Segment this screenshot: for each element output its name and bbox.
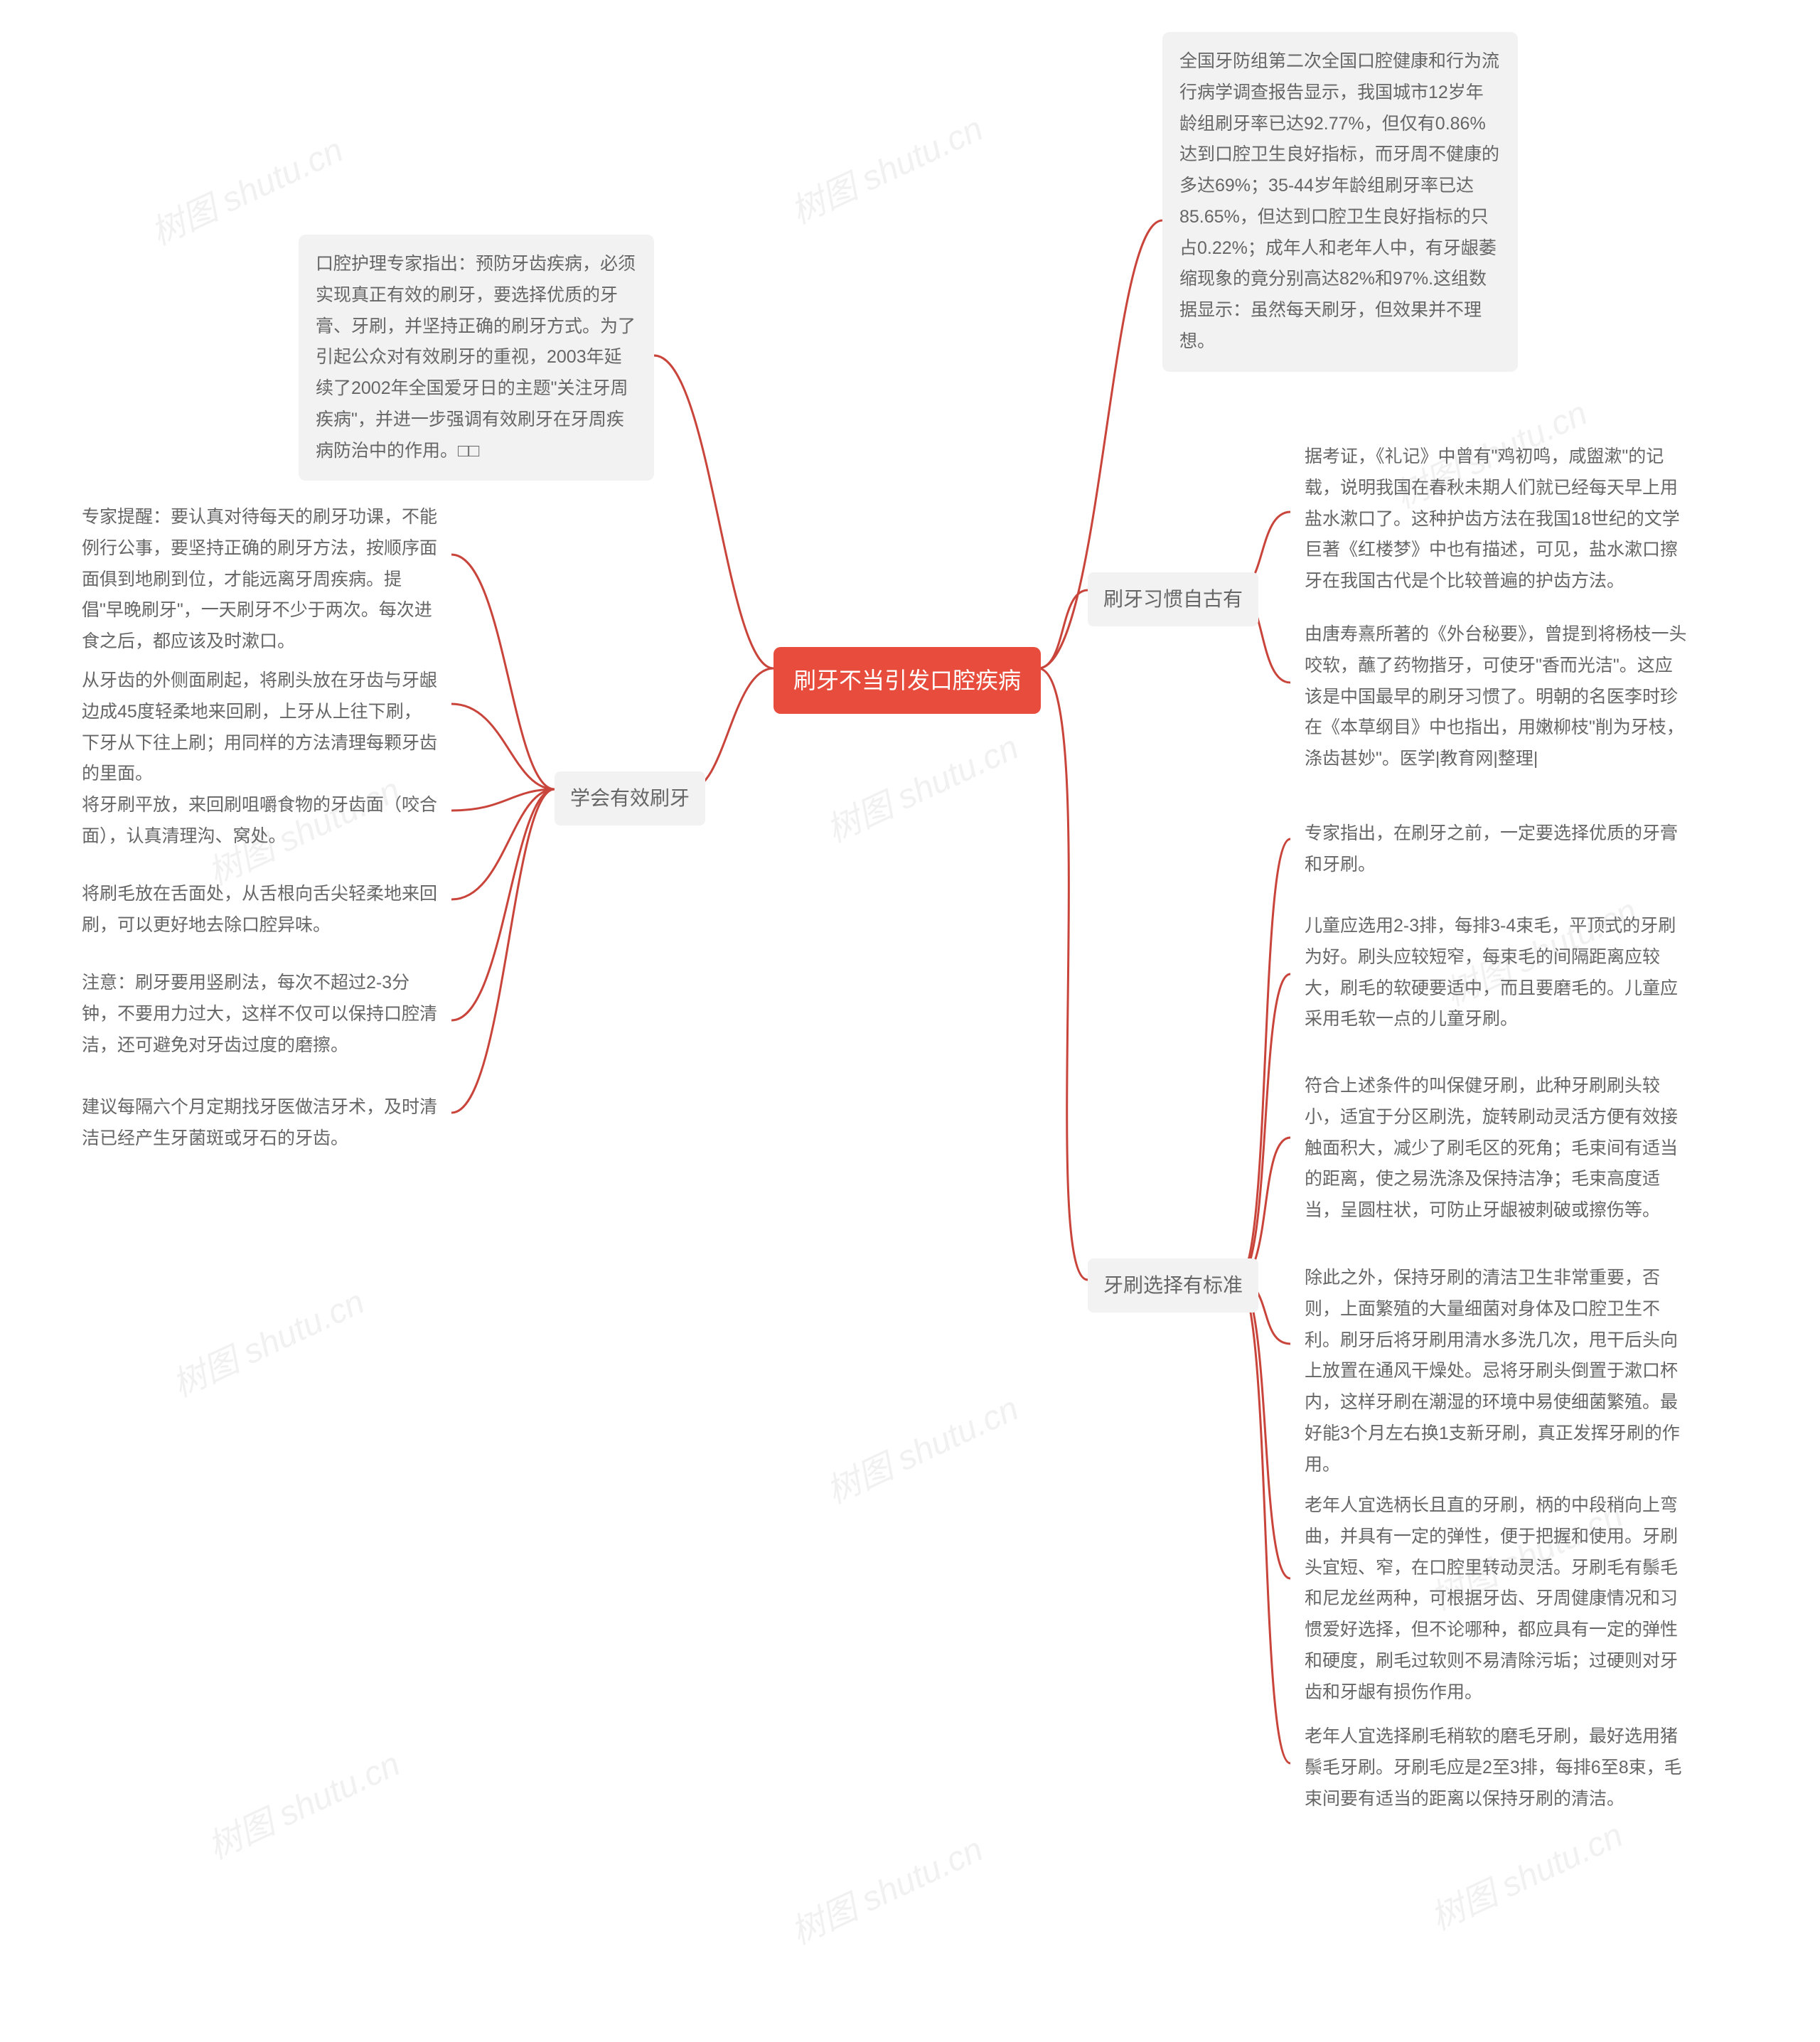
watermark: 树图 shutu.cn <box>781 101 990 233</box>
right-intro[interactable]: 全国牙防组第二次全国口腔健康和行为流行病学调查报告显示，我国城市12岁年龄组刷牙… <box>1162 32 1518 372</box>
right-branch2-item[interactable]: 老年人宜选柄长且直的牙刷，柄的中段稍向上弯曲，并具有一定的弹性，便于把握和使用。… <box>1290 1479 1703 1719</box>
right-branch-1[interactable]: 刷牙习惯自古有 <box>1088 572 1258 626</box>
watermark: 树图 shutu.cn <box>817 1381 1025 1513</box>
left-item[interactable]: 建议每隔六个月定期找牙医做洁牙术，及时清洁已经产生牙菌斑或牙石的牙齿。 <box>68 1081 451 1166</box>
leaf-text: 从牙齿的外侧面刷起，将刷头放在牙齿与牙龈边成45度轻柔地来回刷，上牙从上往下刷，… <box>82 670 437 784</box>
watermark: 树图 shutu.cn <box>817 720 1025 852</box>
root-node[interactable]: 刷牙不当引发口腔疾病 <box>774 647 1041 714</box>
right-branch2-item[interactable]: 儿童应选用2-3排，每排3-4束毛，平顶式的牙刷为好。刷头应较短窄，每束毛的间隔… <box>1290 899 1703 1047</box>
right-intro-text: 全国牙防组第二次全国口腔健康和行为流行病学调查报告显示，我国城市12岁年龄组刷牙… <box>1179 51 1499 351</box>
watermark: 树图 shutu.cn <box>781 1822 990 1954</box>
leaf-text: 据考证，《礼记》中曾有"鸡初鸣，咸盥漱"的记载，说明我国在春秋未期人们就已经每天… <box>1305 447 1680 591</box>
leaf-text: 建议每隔六个月定期找牙医做洁牙术，及时清洁已经产生牙菌斑或牙石的牙齿。 <box>82 1097 437 1148</box>
leaf-text: 儿童应选用2-3排，每排3-4束毛，平顶式的牙刷为好。刷头应较短窄，每束毛的间隔… <box>1305 916 1678 1029</box>
left-item[interactable]: 注意：刷牙要用竖刷法，每次不超过2-3分钟，不要用力过大，这样不仅可以保持口腔清… <box>68 956 451 1072</box>
watermark: 树图 shutu.cn <box>1421 1807 1629 1940</box>
leaf-text: 注意：刷牙要用竖刷法，每次不超过2-3分钟，不要用力过大，这样不仅可以保持口腔清… <box>82 973 437 1055</box>
left-intro-text: 口腔护理专家指出：预防牙齿疾病，必须实现真正有效的刷牙，要选择优质的牙膏、牙刷，… <box>316 254 636 461</box>
right-branch2-item[interactable]: 专家指出，在刷牙之前，一定要选择优质的牙膏和牙刷。 <box>1290 807 1703 892</box>
right-branch2-item[interactable]: 符合上述条件的叫保健牙刷，此种牙刷刷头较小，适宜于分区刷洗，旋转刷动灵活方便有效… <box>1290 1059 1703 1238</box>
mindmap-canvas: 树图 shutu.cn 树图 shutu.cn 树图 shutu.cn 树图 s… <box>0 0 1820 2042</box>
right-branch2-item[interactable]: 除此之外，保持牙刷的清洁卫生非常重要，否则，上面繁殖的大量细菌对身体及口腔卫生不… <box>1290 1251 1703 1492</box>
left-item[interactable]: 专家提醒：要认真对待每天的刷牙功课，不能例行公事，要坚持正确的刷牙方法，按顺序面… <box>68 491 451 669</box>
right-branch1-item[interactable]: 由唐寿熹所著的《外台秘要》，曾提到将杨枝一头咬软，蘸了药物揩牙，可使牙"香而光洁… <box>1290 608 1703 786</box>
left-item[interactable]: 将牙刷平放，来回刷咀嚼食物的牙齿面（咬合面），认真清理沟、窝处。 <box>68 779 451 864</box>
left-intro[interactable]: 口腔护理专家指出：预防牙齿疾病，必须实现真正有效的刷牙，要选择优质的牙膏、牙刷，… <box>299 235 654 481</box>
leaf-text: 老年人宜选柄长且直的牙刷，柄的中段稍向上弯曲，并具有一定的弹性，便于把握和使用。… <box>1305 1495 1678 1702</box>
leaf-text: 将刷毛放在舌面处，从舌根向舌尖轻柔地来回刷，可以更好地去除口腔异味。 <box>82 884 437 935</box>
leaf-text: 专家提醒：要认真对待每天的刷牙功课，不能例行公事，要坚持正确的刷牙方法，按顺序面… <box>82 507 437 651</box>
watermark: 树图 shutu.cn <box>163 1274 371 1406</box>
leaf-text: 专家指出，在刷牙之前，一定要选择优质的牙膏和牙刷。 <box>1305 823 1678 875</box>
right-branch-1-label: 刷牙习惯自古有 <box>1103 588 1243 610</box>
left-branch-label: 学会有效刷牙 <box>570 787 690 809</box>
right-branch2-item[interactable]: 老年人宜选择刷毛稍软的磨毛牙刷，最好选用猪鬃毛牙刷。牙刷毛应是2至3排，每排6至… <box>1290 1710 1703 1826</box>
leaf-text: 将牙刷平放，来回刷咀嚼食物的牙齿面（咬合面），认真清理沟、窝处。 <box>82 795 437 846</box>
right-branch-2-label: 牙刷选择有标准 <box>1103 1274 1243 1296</box>
leaf-text: 老年人宜选择刷毛稍软的磨毛牙刷，最好选用猪鬃毛牙刷。牙刷毛应是2至3排，每排6至… <box>1305 1726 1682 1809</box>
watermark: 树图 shutu.cn <box>198 1736 407 1869</box>
right-branch-2[interactable]: 牙刷选择有标准 <box>1088 1258 1258 1313</box>
right-branch1-item[interactable]: 据考证，《礼记》中曾有"鸡初鸣，咸盥漱"的记载，说明我国在春秋未期人们就已经每天… <box>1290 430 1703 609</box>
root-label: 刷牙不当引发口腔疾病 <box>793 668 1021 693</box>
leaf-text: 符合上述条件的叫保健牙刷，此种牙刷刷头较小，适宜于分区刷洗，旋转刷动灵活方便有效… <box>1305 1076 1678 1220</box>
left-branch[interactable]: 学会有效刷牙 <box>555 771 705 825</box>
leaf-text: 由唐寿熹所著的《外台秘要》，曾提到将杨枝一头咬软，蘸了药物揩牙，可使牙"香而光洁… <box>1305 624 1687 769</box>
leaf-text: 除此之外，保持牙刷的清洁卫生非常重要，否则，上面繁殖的大量细菌对身体及口腔卫生不… <box>1305 1268 1680 1475</box>
left-item[interactable]: 将刷毛放在舌面处，从舌根向舌尖轻柔地来回刷，可以更好地去除口腔异味。 <box>68 867 451 953</box>
